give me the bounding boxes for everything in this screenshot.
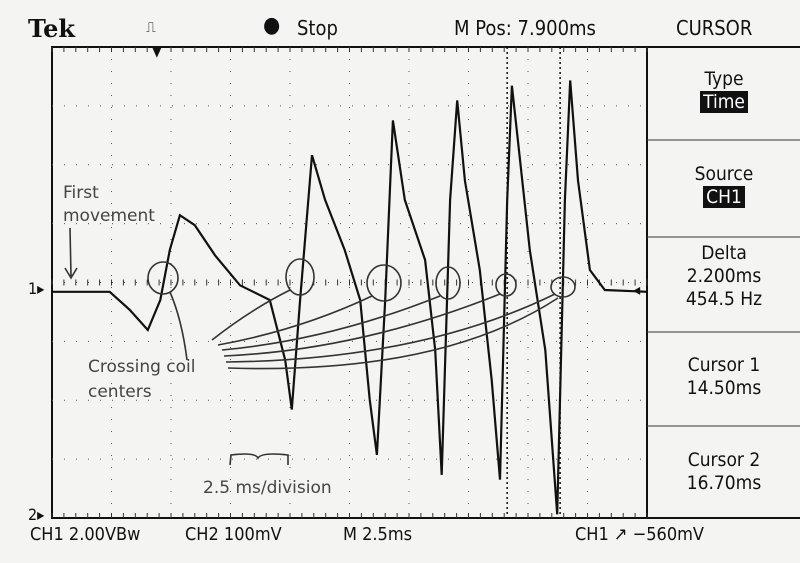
ch1-ground-marker: 1▸ — [28, 279, 45, 298]
annotation-crossing: Crossing coil — [88, 357, 196, 377]
source-value: CH1 — [703, 186, 745, 208]
timebase-scale: M 2.5ms — [343, 524, 413, 545]
circle-crossing — [366, 264, 402, 302]
circle-crossing — [435, 266, 461, 300]
cursor2-value: 16.70ms — [686, 472, 762, 494]
trigger-position-arrow-icon: ▼ — [152, 44, 162, 60]
ch1-scale: CH1 2.00VBw — [30, 524, 141, 545]
cursor1-menu-button[interactable]: Cursor 1 14.50ms — [648, 354, 800, 400]
annotation-scale: 2.5 ms/division — [203, 478, 332, 498]
arrow-first-movement — [64, 227, 78, 280]
ch2-marker-label: 2 — [28, 505, 38, 524]
stop-indicator-icon: ● — [263, 13, 281, 38]
trigger-level-marker-icon: ◂ — [633, 280, 641, 299]
annotation-first: First — [63, 183, 99, 203]
delta-frequency: 454.5 Hz — [685, 288, 763, 310]
cursor1-label: Cursor 1 — [687, 354, 761, 376]
cursor2-label: Cursor 2 — [687, 449, 761, 471]
brace-division — [229, 453, 289, 466]
annotation-movement: movement — [63, 206, 155, 226]
delta-label: Delta — [701, 242, 747, 264]
circle-crossing — [550, 276, 576, 298]
type-label: Type — [704, 68, 744, 90]
ch2-scale: CH2 100mV — [185, 524, 282, 545]
circle-crossing — [147, 261, 179, 295]
source-label: Source — [694, 163, 754, 185]
acquisition-status: Stop — [297, 16, 338, 40]
circle-crossing — [495, 273, 517, 297]
handwritten-annotations — [64, 227, 576, 466]
ch2-ground-marker: 2▸ — [28, 505, 45, 524]
horizontal-position: M Pos: 7.900ms — [454, 16, 596, 40]
menu-title: CURSOR — [676, 16, 753, 40]
cursor1-value: 14.50ms — [686, 377, 762, 399]
circle-crossing — [285, 258, 315, 296]
cursor-lines[interactable] — [506, 47, 561, 518]
trigger-setting: CH1 ↗ −560mV — [575, 524, 704, 545]
graticule — [51, 46, 800, 519]
type-value: Time — [700, 91, 748, 113]
ch1-trace — [52, 80, 648, 515]
delta-time: 2.200ms — [686, 265, 762, 287]
ch1-marker-label: 1 — [28, 279, 38, 298]
annotation-centers: centers — [88, 382, 152, 402]
delta-readout: Delta 2.200ms 454.5 Hz — [648, 242, 800, 311]
source-menu-button[interactable]: Source CH1 — [648, 163, 800, 209]
cursor2-menu-button[interactable]: Cursor 2 16.70ms — [648, 449, 800, 495]
trigger-pulse-icon: ⎍ — [146, 20, 156, 36]
tek-logo: Tek — [28, 14, 76, 43]
type-menu-button[interactable]: Type Time — [648, 68, 800, 114]
